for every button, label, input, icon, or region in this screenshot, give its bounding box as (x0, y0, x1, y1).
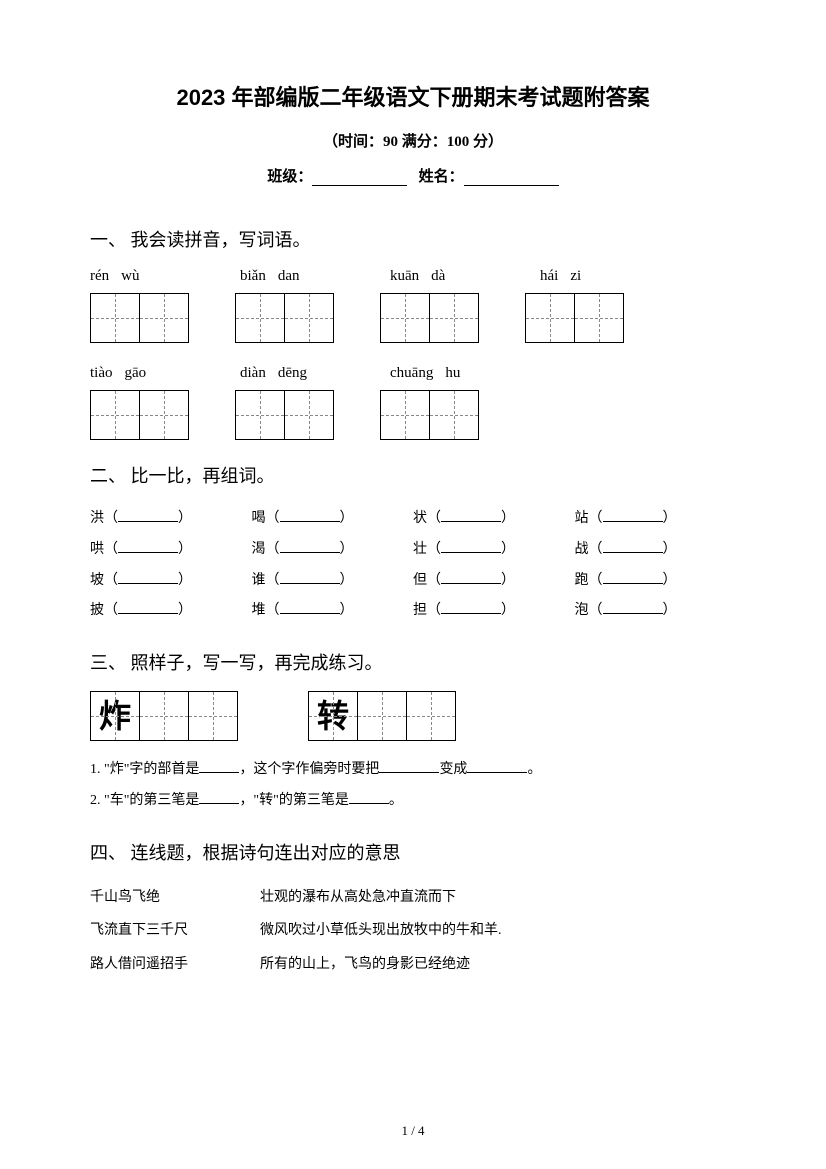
example-char-group: 炸 转 (90, 691, 736, 741)
answer-blank[interactable] (603, 572, 663, 584)
match-right: 所有的山上，飞鸟的身影已经绝迹 (260, 948, 736, 982)
answer-blank[interactable] (280, 572, 340, 584)
section4-heading: 四、 连线题，根据诗句连出对应的意思 (90, 839, 736, 865)
subtitle: （时间：90 满分：100 分） (90, 130, 736, 151)
class-label: 班级： (267, 169, 312, 185)
answer-blank[interactable] (199, 761, 239, 773)
match-list: 千山鸟飞绝 壮观的瀑布从高处急冲直流而下 飞流直下三千尺 微风吹过小草低头现出放… (90, 881, 736, 982)
char-boxes[interactable]: 转 (308, 691, 456, 741)
answer-blank[interactable] (280, 541, 340, 553)
word-item: 跑（） (575, 566, 737, 597)
word-item: 堆（） (252, 596, 414, 627)
answer-blank[interactable] (603, 602, 663, 614)
word-item: 哄（） (90, 535, 252, 566)
answer-blank[interactable] (349, 792, 389, 804)
word-item: 状（） (413, 504, 575, 535)
match-right: 微风吹过小草低头现出放牧中的牛和羊. (260, 914, 736, 948)
answer-blank[interactable] (441, 541, 501, 553)
word-item: 洪（） (90, 504, 252, 535)
char-boxes[interactable] (235, 390, 334, 440)
answer-blank[interactable] (441, 602, 501, 614)
match-right: 壮观的瀑布从高处急冲直流而下 (260, 881, 736, 915)
pinyin-item: rénwù (90, 268, 194, 285)
word-item: 战（） (575, 535, 737, 566)
word-item: 喝（） (252, 504, 414, 535)
question-2: 2. "车"的第三笔是，"转"的第三笔是。 (90, 786, 736, 817)
word-item: 壮（） (413, 535, 575, 566)
answer-blank[interactable] (441, 510, 501, 522)
pinyin-item: biǎndan (240, 268, 344, 285)
answer-blank[interactable] (118, 541, 178, 553)
answer-blank[interactable] (603, 510, 663, 522)
section2-heading: 二、 比一比，再组词。 (90, 462, 736, 488)
pinyin-item: diàndēng (240, 365, 344, 382)
name-label: 姓名： (419, 169, 464, 185)
info-line: 班级： 姓名： (90, 165, 736, 186)
word-item: 泡（） (575, 596, 737, 627)
char-box-row-1 (90, 293, 736, 343)
char-boxes[interactable] (525, 293, 624, 343)
class-blank[interactable] (312, 172, 407, 186)
answer-blank[interactable] (603, 541, 663, 553)
pinyin-item: kuāndà (390, 268, 494, 285)
char-boxes[interactable] (380, 390, 479, 440)
word-item: 坡（） (90, 566, 252, 597)
word-item: 但（） (413, 566, 575, 597)
pinyin-item: chuānghu (390, 365, 494, 382)
example-char: 炸 (90, 691, 140, 741)
match-left: 飞流直下三千尺 (90, 914, 260, 948)
match-row: 路人借问遥招手 所有的山上，飞鸟的身影已经绝迹 (90, 948, 736, 982)
answer-blank[interactable] (199, 792, 239, 804)
answer-blank[interactable] (379, 761, 439, 773)
pinyin-row-1: rénwù biǎndan kuāndà háizi (90, 268, 736, 285)
answer-blank[interactable] (280, 510, 340, 522)
word-item: 谁（） (252, 566, 414, 597)
pinyin-item: háizi (540, 268, 644, 285)
pinyin-row-2: tiàogāo diàndēng chuānghu (90, 365, 736, 382)
answer-blank[interactable] (441, 572, 501, 584)
section3-heading: 三、 照样子，写一写，再完成练习。 (90, 649, 736, 675)
match-row: 飞流直下三千尺 微风吹过小草低头现出放牧中的牛和羊. (90, 914, 736, 948)
word-item: 担（） (413, 596, 575, 627)
answer-blank[interactable] (467, 761, 527, 773)
match-row: 千山鸟飞绝 壮观的瀑布从高处急冲直流而下 (90, 881, 736, 915)
word-item: 披（） (90, 596, 252, 627)
char-boxes[interactable] (380, 293, 479, 343)
char-boxes[interactable] (90, 293, 189, 343)
example-char: 转 (308, 691, 358, 741)
section1-heading: 一、 我会读拼音，写词语。 (90, 226, 736, 252)
answer-blank[interactable] (280, 602, 340, 614)
match-left: 路人借问遥招手 (90, 948, 260, 982)
page-number: 1 / 4 (0, 1123, 826, 1139)
char-boxes[interactable] (90, 390, 189, 440)
answer-blank[interactable] (118, 572, 178, 584)
char-boxes[interactable]: 炸 (90, 691, 238, 741)
char-box-row-2 (90, 390, 736, 440)
page-title: 2023 年部编版二年级语文下册期末考试题附答案 (90, 80, 736, 112)
answer-blank[interactable] (118, 602, 178, 614)
name-blank[interactable] (464, 172, 559, 186)
word-item: 渴（） (252, 535, 414, 566)
answer-blank[interactable] (118, 510, 178, 522)
question-1: 1. "炸"字的部首是，这个字作偏旁时要把变成。 (90, 755, 736, 786)
char-boxes[interactable] (235, 293, 334, 343)
match-left: 千山鸟飞绝 (90, 881, 260, 915)
word-compare-grid: 洪（） 喝（） 状（） 站（） 哄（） 渴（） 壮（） 战（） 坡（） 谁（） … (90, 504, 736, 627)
word-item: 站（） (575, 504, 737, 535)
pinyin-item: tiàogāo (90, 365, 194, 382)
